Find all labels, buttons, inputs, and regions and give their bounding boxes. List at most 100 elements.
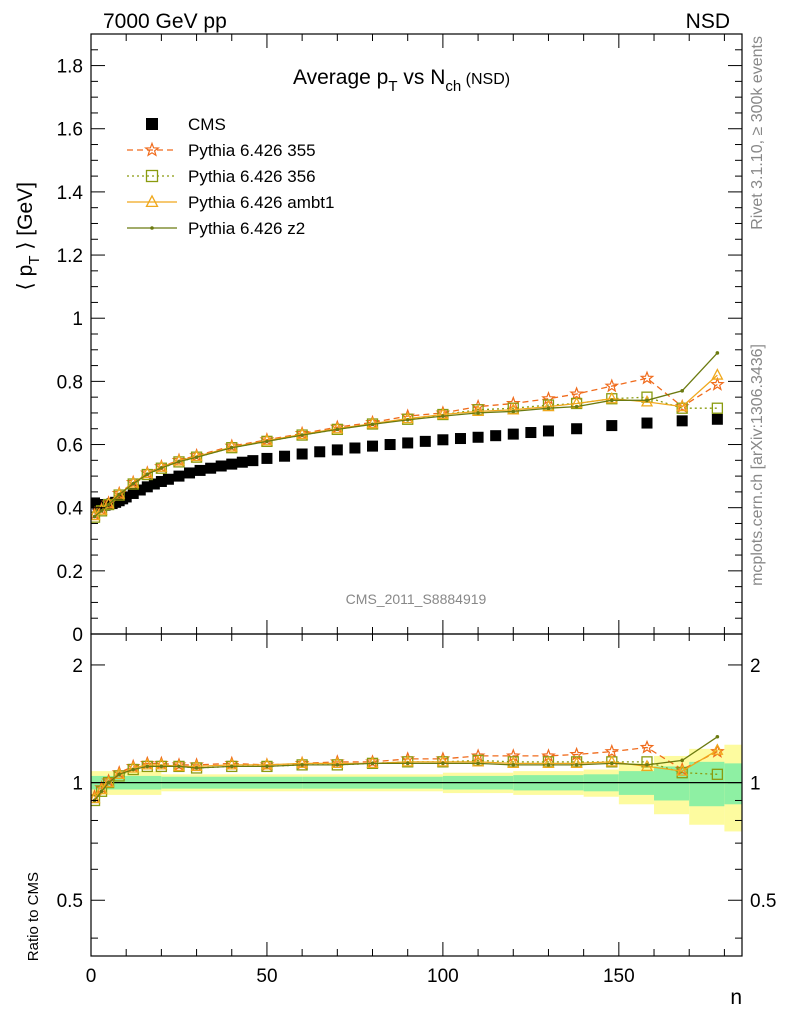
ratio-2-point: [472, 754, 485, 767]
x-tick-label: 100: [427, 966, 459, 987]
main-0-point: [134, 484, 146, 496]
ratio-2-point: [570, 756, 583, 769]
main-0-point: [279, 450, 291, 462]
ratio-2-point: [331, 756, 344, 769]
main-2-point: [91, 511, 101, 523]
main-3-point: [472, 404, 485, 417]
x-tick-label: 150: [603, 966, 635, 987]
main-0-point: [676, 415, 688, 427]
ratio-2-point: [366, 756, 379, 769]
main-0-point: [349, 442, 361, 454]
main-3-point: [542, 399, 555, 412]
main-3-point: [225, 440, 238, 452]
main-0-point: [314, 446, 326, 458]
main-0-point: [402, 437, 414, 449]
legend-marker: [145, 194, 159, 208]
main-0-point: [194, 464, 206, 476]
legend-label: Pythia 6.426 356: [188, 167, 316, 186]
main-4-point: [680, 389, 684, 393]
legend-entry: CMS: [146, 115, 226, 134]
main-3-point: [260, 433, 274, 446]
legend-marker: [146, 118, 158, 130]
main-0-point: [120, 491, 132, 503]
main-4-point: [92, 514, 97, 519]
ratio-3-point: [159, 764, 164, 769]
ratio-3-point: [131, 767, 136, 772]
ratio-3-point: [335, 763, 340, 767]
legend-entry: Pythia 6.426 z2: [127, 219, 305, 238]
main-4-point: [265, 439, 269, 444]
ratio-y-tick-label-right: 1: [750, 774, 761, 795]
main-y-tick-label: 0: [72, 625, 83, 646]
rivet-label: Rivet 3.1.10, ≥ 300k events: [749, 36, 766, 230]
main-y-tick-label: 0.4: [57, 499, 84, 520]
ratio-2-point: [296, 756, 309, 769]
main-4-point: [117, 492, 121, 497]
main-4-point: [300, 433, 304, 437]
ratio-2-point: [172, 759, 186, 772]
main-4-point: [405, 418, 410, 422]
legend-label: Pythia 6.426 z2: [188, 219, 305, 238]
ratio-1-point: [113, 770, 125, 782]
header-right: NSD: [686, 10, 730, 33]
main-4-point: [370, 422, 375, 427]
main-2-point: [127, 478, 139, 490]
main-0-point: [571, 423, 583, 435]
main-2-point: [141, 468, 153, 481]
main-0-point: [261, 452, 273, 464]
main-4-point: [610, 398, 614, 403]
main-4-point: [574, 404, 579, 409]
main-0-point: [711, 413, 723, 425]
main-0-point: [641, 417, 653, 429]
main-y-tick-label: 1.8: [57, 57, 83, 78]
main-4-point: [229, 445, 234, 450]
legend-marker: [150, 226, 154, 230]
main-y-tick-label: 0.6: [57, 436, 83, 457]
main-3-point: [102, 496, 115, 509]
main-1-point: [569, 386, 584, 401]
ratio-band-inner: [654, 766, 690, 801]
ratio-1-point: [711, 768, 724, 780]
main-3-point: [366, 416, 379, 429]
legend-entry: Pythia 6.426 ambt1: [127, 193, 334, 212]
main-0-point: [367, 440, 379, 452]
main-4-point: [546, 406, 551, 411]
main-2-point: [113, 489, 125, 501]
main-0-point: [155, 475, 167, 487]
main-0-point: [162, 473, 174, 485]
ratio-3-point: [546, 763, 551, 767]
ratio-3-point: [300, 763, 304, 767]
main-0-point: [148, 478, 160, 490]
main-0-point: [525, 427, 537, 439]
ratio-y-tick-label-right: 0.5: [750, 891, 776, 912]
ratio-2-point: [127, 761, 140, 773]
main-1-point: [639, 370, 655, 385]
ratio-1-point: [676, 767, 688, 779]
main-3-point: [190, 449, 203, 462]
legend-label: Pythia 6.426 ambt1: [188, 193, 334, 212]
main-panel-series: [91, 351, 725, 523]
main-0-point: [215, 460, 227, 472]
ratio-panel-frame: [90, 633, 743, 957]
legend-entry: Pythia 6.426 356: [127, 167, 316, 186]
main-4-point: [645, 398, 649, 403]
main-0-point: [331, 444, 343, 456]
main-3-point: [507, 402, 520, 415]
ratio-3-point: [145, 764, 150, 769]
main-4-point: [99, 509, 104, 513]
ratio-2-point: [676, 764, 689, 776]
ratio-3-point: [715, 734, 720, 739]
main-0-point: [419, 435, 431, 447]
main-0-point: [472, 431, 484, 443]
main-4-point: [194, 455, 199, 459]
main-2-series: [91, 391, 724, 523]
ratio-3-point: [574, 763, 579, 767]
ratio-2-point: [605, 754, 618, 767]
legend-marker: [145, 169, 159, 183]
ratio-2-point: [155, 757, 168, 770]
main-title: Average pT vs Nch (NSD): [293, 66, 510, 95]
ratio-3-point: [177, 764, 181, 769]
ratio-y-tick-label-right: 2: [750, 656, 761, 677]
ratio-2-point: [640, 759, 654, 772]
main-0-point: [226, 458, 238, 470]
